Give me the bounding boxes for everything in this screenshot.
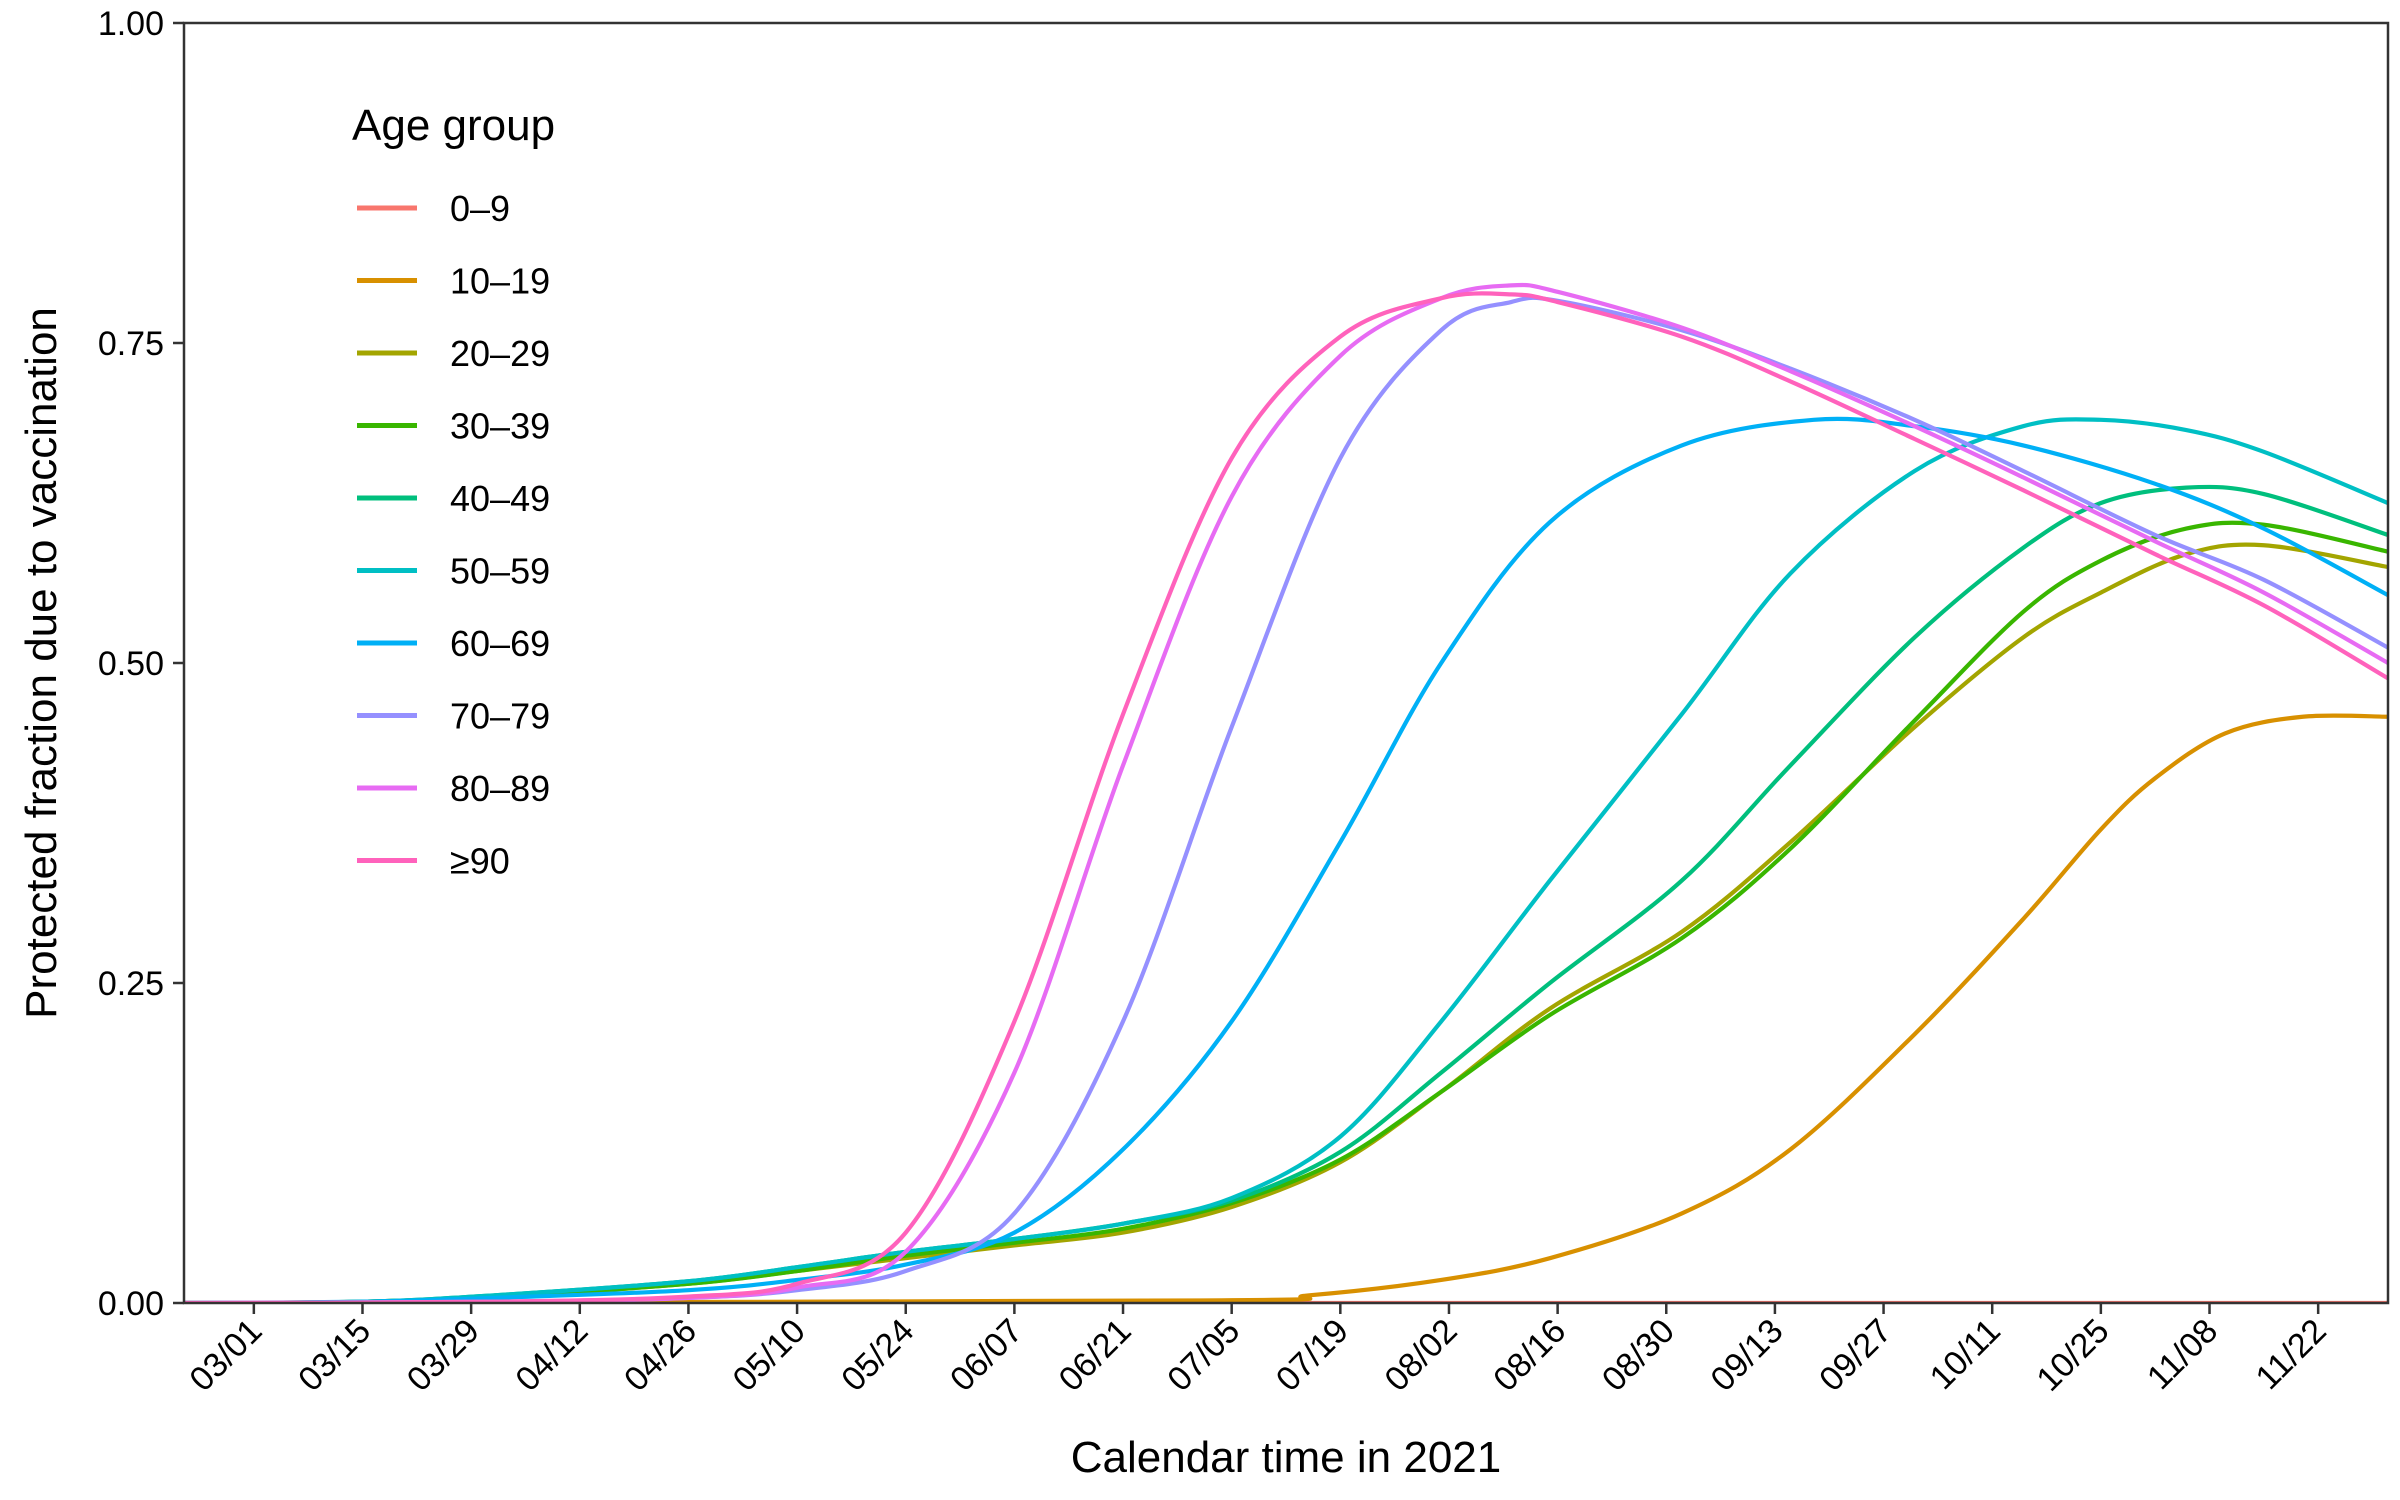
- x-tick-label: 07/05: [1160, 1312, 1247, 1399]
- series-layer: [184, 282, 2388, 1303]
- legend-label-1: 10–19: [450, 261, 550, 302]
- series-line-4: [184, 484, 2388, 1303]
- legend-label-8: 80–89: [450, 768, 550, 809]
- x-tick-label: 08/30: [1595, 1312, 1682, 1399]
- x-tick-label: 05/10: [726, 1312, 813, 1399]
- x-tick-label: 08/16: [1486, 1312, 1573, 1399]
- series-line-5: [184, 417, 2388, 1303]
- series-line-3: [184, 520, 2388, 1303]
- x-tick-label: 06/21: [1052, 1312, 1139, 1399]
- series-line-1: [184, 713, 2388, 1303]
- legend-label-4: 40–49: [450, 478, 550, 519]
- series-line-9: [184, 291, 2388, 1303]
- y-tick-label: 0.50: [98, 645, 164, 683]
- x-tick-label: 09/27: [1812, 1312, 1899, 1399]
- y-tick-label: 1.00: [98, 5, 164, 43]
- x-axis-title: Calendar time in 2021: [1071, 1433, 1501, 1482]
- legend: Age group 0–9 10–19 20–29 30–39 40–49 50–59 60…: [352, 101, 555, 882]
- y-tick-label: 0.75: [98, 325, 164, 363]
- x-tick-label: 05/24: [834, 1312, 921, 1399]
- x-tick-label: 03/29: [400, 1312, 487, 1399]
- legend-title: Age group: [352, 101, 555, 150]
- x-tick-label: 03/01: [182, 1312, 269, 1399]
- x-axis: 03/01 03/15 03/29 04/12 04/26 05/10 05/24 06/07…: [182, 1303, 2334, 1399]
- x-tick-label: 07/19: [1269, 1312, 1356, 1399]
- y-tick-label: 0.25: [98, 965, 164, 1003]
- series-line-6: [184, 416, 2388, 1303]
- legend-items: 0–9 10–19 20–29 30–39 40–49 50–59 60–69 70–79 80…: [357, 188, 550, 882]
- legend-label-9: ≥90: [450, 841, 510, 882]
- x-tick-label: 04/12: [508, 1312, 595, 1399]
- x-tick-label: 03/15: [291, 1312, 378, 1399]
- legend-label-0: 0–9: [450, 188, 510, 229]
- x-tick-label: 11/22: [2249, 1312, 2334, 1397]
- x-tick-label: 10/11: [1923, 1312, 2008, 1397]
- legend-label-3: 30–39: [450, 406, 550, 447]
- x-tick-label: 08/02: [1378, 1312, 1465, 1399]
- y-axis-title: Protected fraction due to vaccination: [17, 307, 66, 1019]
- x-tick-label: 09/13: [1704, 1312, 1791, 1399]
- x-tick-label: 04/26: [617, 1312, 704, 1399]
- legend-label-5: 50–59: [450, 551, 550, 592]
- y-axis: 0.00 0.25 0.50 0.75 1.00: [98, 5, 184, 1323]
- x-tick-label: 10/25: [2029, 1312, 2116, 1399]
- y-tick-label: 0.00: [98, 1285, 164, 1323]
- legend-label-2: 20–29: [450, 333, 550, 374]
- x-tick-label: 06/07: [943, 1312, 1030, 1399]
- x-tick-label: 11/08: [2140, 1312, 2225, 1397]
- legend-label-6: 60–69: [450, 623, 550, 664]
- legend-label-7: 70–79: [450, 696, 550, 737]
